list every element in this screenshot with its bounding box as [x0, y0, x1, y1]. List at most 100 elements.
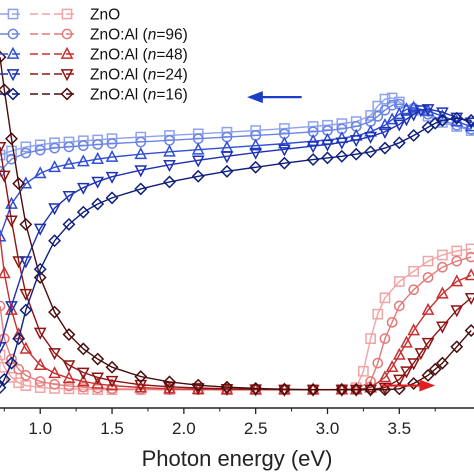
series-2-red-point: [5, 302, 18, 315]
series-2-red-point: [62, 371, 76, 384]
series-1-blue-point: [92, 139, 104, 150]
legend-marker-red: [61, 8, 73, 20]
series-1-red-point: [465, 251, 474, 263]
series-1-red: [0, 251, 474, 395]
series-4-blue-point: [191, 169, 205, 183]
series-3-blue-point: [62, 190, 76, 204]
series-4-blue-point: [0, 372, 11, 386]
series-1-red-point: [0, 300, 6, 312]
legend-entry-0: ZnO: [0, 7, 120, 24]
series-3-red-point: [5, 215, 18, 228]
series-0-blue-point: [49, 137, 60, 149]
legend-label: ZnO:Al (n=24): [90, 67, 188, 84]
series-3-blue-point: [91, 176, 105, 189]
series-3-blue-point: [414, 105, 428, 118]
series-0-red-point: [372, 308, 384, 320]
series-0-blue: [0, 92, 474, 161]
series-3-red-point: [335, 384, 349, 397]
series-1-red-point: [63, 380, 75, 392]
series-3-red-point: [400, 366, 413, 379]
series-0-red-point: [393, 276, 405, 287]
series-4-red-point: [335, 383, 349, 397]
series-1-red-point: [408, 284, 420, 296]
series-3-red-point: [392, 374, 406, 387]
legend-marker-blue: [7, 8, 19, 20]
series-1-red-point: [451, 255, 463, 267]
legend-marker-red: [60, 46, 74, 59]
series-3-blue-point: [278, 144, 291, 157]
arrow-right-head: [419, 379, 436, 392]
series-4-red-point: [450, 340, 464, 354]
series-4-blue-point: [249, 160, 263, 174]
series-3-blue-point: [364, 131, 377, 144]
series-4-red-point: [5, 132, 18, 146]
series-3-red-point: [450, 305, 464, 318]
series-0-red-point: [0, 361, 10, 373]
series-1-red-point: [372, 357, 384, 369]
legend-entry-4: ZnO:Al (n=16): [0, 87, 188, 104]
annotations: [247, 91, 436, 392]
series-3-red-point: [76, 367, 90, 380]
legend-label: ZnO:Al (n=96): [90, 27, 188, 44]
series-3-red-point: [0, 170, 11, 183]
series-4-red-point: [249, 381, 263, 395]
series-2-blue-point: [378, 118, 392, 131]
series-4-red-point: [191, 378, 205, 392]
series-0-red-point: [365, 333, 376, 344]
legend-marker-red: [60, 69, 74, 82]
series-4-blue-point: [163, 175, 176, 189]
series-3-red-point: [407, 358, 421, 371]
x-tick-label: 3.0: [316, 419, 340, 438]
series-3-red-point: [134, 379, 148, 392]
plot-area: [0, 50, 474, 397]
series-0-blue-point: [307, 121, 319, 132]
series-1-blue-point: [379, 104, 391, 116]
series-4-blue-point: [0, 381, 7, 395]
series-2-red-point: [464, 268, 474, 281]
series-2-red-point: [19, 341, 33, 354]
series-1-blue-point: [77, 140, 89, 152]
series-4-red-point: [378, 383, 392, 397]
series-1-red-point: [437, 261, 448, 273]
series-0-blue-point: [379, 93, 391, 105]
series-4-red-point: [33, 270, 47, 284]
series-2-red-point: [385, 359, 399, 373]
series-4-red-point: [277, 382, 291, 396]
series-0-red: [0, 243, 474, 395]
x-tick-label: 1.0: [28, 419, 52, 438]
legend-label: ZnO:Al (n=16): [90, 87, 188, 104]
series-3-blue-point: [191, 155, 205, 168]
series-3-blue-point: [76, 182, 90, 195]
arrow-right-annotation: [382, 379, 436, 392]
series-2-blue-point: [76, 154, 90, 167]
series-3-red-point: [12, 256, 26, 269]
series-4-blue-point: [277, 156, 291, 170]
series-4-red-point: [428, 362, 442, 376]
series-1-red-point: [386, 316, 398, 328]
series-4-blue-point: [105, 191, 119, 205]
legend-entry-3: ZnO:Al (n=24): [0, 67, 188, 84]
series-1-red-point: [77, 381, 89, 393]
series-0-blue-point: [279, 123, 290, 134]
series-2-red-point: [91, 376, 105, 389]
series-4-blue-point: [349, 147, 363, 161]
series-0-red-point: [0, 349, 6, 361]
series-4-blue-point: [450, 111, 464, 125]
series-3-red-point: [349, 384, 363, 397]
legend-label: ZnO:Al (n=48): [90, 47, 188, 64]
series-1-blue-point: [372, 110, 384, 122]
series-2-red-point: [378, 370, 392, 383]
series-4-red-point: [76, 342, 90, 356]
series-3-red-point: [19, 288, 33, 301]
series-2-blue-point: [91, 151, 105, 164]
series-0-red-point: [34, 382, 46, 393]
series-4-blue-point: [364, 145, 378, 159]
series-2-blue-point: [306, 133, 320, 147]
series-3-red-point: [33, 327, 47, 340]
series-2-red-point: [105, 378, 119, 391]
series-1-blue-point: [20, 147, 32, 159]
series-0-red-point: [408, 265, 420, 277]
series-4-blue-point: [392, 136, 406, 150]
series-4-red-point: [12, 177, 26, 191]
series-2-red-point: [48, 366, 61, 379]
